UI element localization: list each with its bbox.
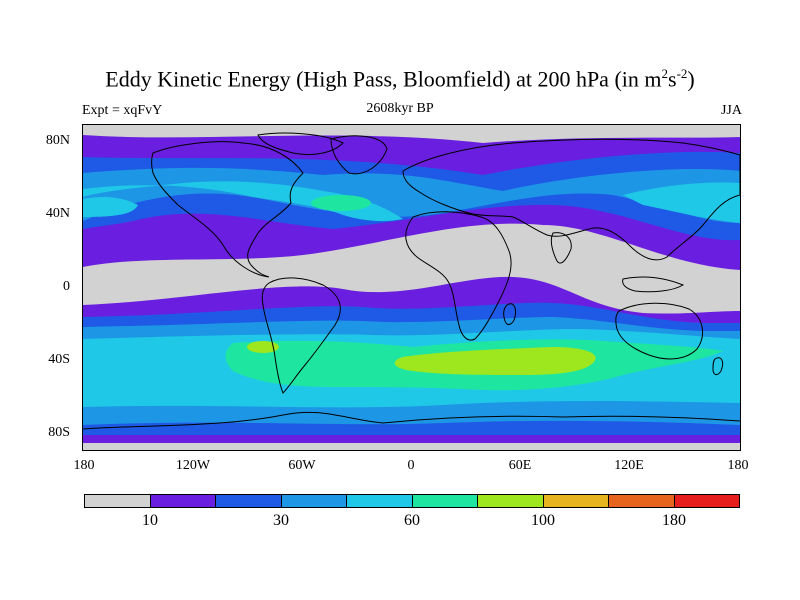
nh-band-60c [623, 182, 740, 223]
colorbar-label-10: 10 [142, 512, 158, 529]
colorbar-label-100: 100 [531, 512, 555, 529]
colorbar-segment [150, 495, 216, 507]
nh-band-60 [83, 167, 740, 223]
time-label: 2608kyr BP [366, 101, 434, 116]
lon-label-180e: 180 [727, 458, 749, 473]
lat-label-0: 0 [63, 279, 70, 294]
lon-label-120e: 120E [614, 458, 644, 473]
colorbar-label-30: 30 [273, 512, 289, 529]
colorbar-label-180: 180 [662, 512, 686, 529]
lat-label-80s: 80S [48, 425, 70, 440]
nh-band-60b [83, 181, 403, 222]
sh-jet-max [247, 341, 279, 353]
lon-label-60w: 60W [288, 458, 316, 473]
colorbar-segment [412, 495, 478, 507]
eke-map [82, 124, 741, 451]
lon-label-180w: 180 [73, 458, 95, 473]
map-title: Eddy Kinetic Energy (High Pass, Bloomfie… [105, 66, 695, 92]
colorbar-segment [609, 495, 675, 507]
nh-band-60d [83, 197, 138, 217]
lon-label-60e: 60E [508, 458, 532, 473]
lat-label-80n: 80N [45, 133, 70, 148]
lon-label-120w: 120W [175, 458, 211, 473]
colorbar-label-60: 60 [404, 512, 420, 529]
colorbar-segment [674, 495, 739, 507]
colorbar-segment [281, 495, 347, 507]
sh-band-100b [394, 347, 596, 375]
colorbar-segment [543, 495, 609, 507]
colorbar-segment [478, 495, 544, 507]
lat-label-40s: 40S [48, 352, 70, 367]
experiment-label: Expt = xqFvY [82, 103, 163, 118]
lat-label-40n: 40N [45, 206, 70, 221]
season-label: JJA [720, 103, 742, 118]
colorbar-segment [347, 495, 413, 507]
colorbar-segment [85, 495, 151, 507]
colorbar-segment [216, 495, 282, 507]
lon-label-0: 0 [407, 458, 415, 473]
nh-jet-max [311, 195, 371, 211]
colorbar [84, 494, 740, 508]
